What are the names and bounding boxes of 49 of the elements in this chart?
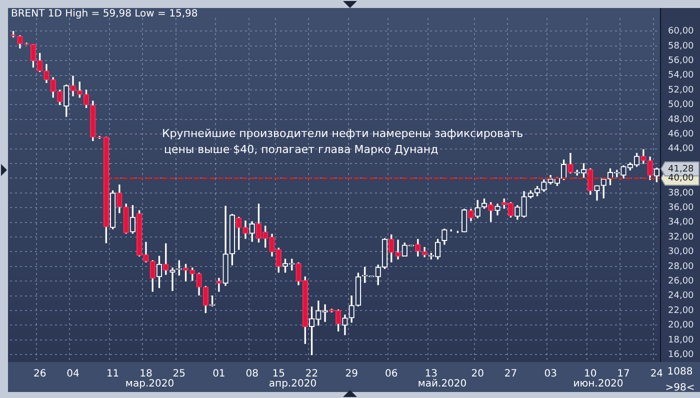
x-tick-label: 24: [650, 368, 664, 380]
y-tick-label: 54,00: [668, 70, 694, 81]
y-tick-label: 24,00: [668, 291, 694, 302]
y-tick-label: 48,00: [668, 114, 694, 125]
y-tick-label: 44,00: [668, 144, 694, 154]
y-tick-label: 50,00: [668, 100, 694, 110]
y-tick-label: 32,00: [668, 232, 694, 242]
text: 41,28: [668, 164, 694, 175]
y-tick-label: 52,00: [668, 85, 694, 96]
y-tick-label: 28,00: [668, 262, 694, 272]
x-tick-label: 29: [345, 368, 358, 380]
text: июн.2020: [573, 378, 624, 390]
x-tick-label: 26: [33, 368, 46, 380]
x-tick-label: 25: [172, 368, 186, 380]
text: >98<: [665, 382, 695, 394]
text: мар.2020: [125, 378, 174, 390]
x-tick-label: 10: [584, 368, 597, 380]
text: апр.2020: [268, 378, 317, 390]
y-tick-label: 26,00: [668, 276, 694, 286]
y-tick-label: 46,00: [668, 129, 694, 140]
x-tick-label: 01: [212, 368, 226, 380]
x-tick-label: 06: [385, 368, 398, 380]
chart-title: BRENT 1D High = 59,98 Low = 15,98: [11, 8, 198, 20]
y-tick-label: 30,00: [668, 247, 694, 258]
x-tick-label: 15: [272, 368, 285, 380]
y-tick-label: 40,00: [668, 174, 694, 184]
x-tick-label: 18: [140, 368, 152, 380]
y-tick-label: 20,00: [668, 320, 694, 331]
y-tick-label: 56,00: [668, 56, 694, 66]
x-tick-label: 20: [471, 368, 484, 380]
x-tick-label: 27: [504, 368, 518, 380]
y-tick-label: 34,00: [668, 218, 694, 228]
text: май.2020: [418, 378, 467, 390]
y-tick-label: 58,00: [668, 41, 694, 52]
y-tick-label: 38,00: [668, 188, 694, 198]
y-tick-label: 18,00: [668, 335, 694, 346]
x-tick-label: 17: [617, 368, 630, 380]
y-tick-label: 16,00: [668, 350, 694, 360]
x-tick-label: 13: [424, 368, 438, 380]
annotation: Крупнейшие производители нефти намерены зафиксировать цены выше $40, полагает глава Марко Дунанд: [162, 126, 524, 156]
x-tick-label: 03: [544, 368, 557, 380]
x-tick-label: 08: [246, 368, 258, 380]
x-tick-label: 04: [66, 368, 80, 380]
x-tick-label: 11: [106, 368, 120, 380]
text: 1088: [667, 366, 693, 378]
x-tick-label: 22: [305, 368, 318, 380]
y-tick-label: 60,00: [668, 26, 694, 37]
y-tick-label: 36,00: [668, 202, 694, 213]
y-tick-label: 22,00: [668, 306, 694, 316]
